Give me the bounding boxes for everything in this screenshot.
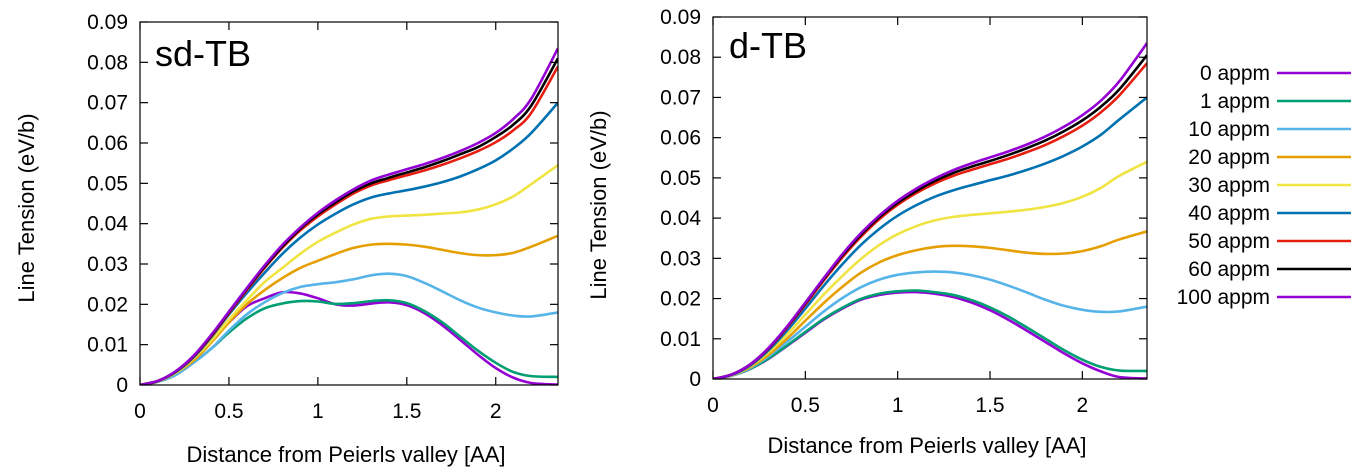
y-tick-label: 0.01	[660, 328, 701, 351]
x-tick-label: 1	[892, 394, 904, 417]
y-tick-label: 0.08	[660, 46, 701, 69]
y-tick-label: 0.01	[87, 334, 128, 357]
x-tick-label: 0	[707, 394, 719, 417]
series-line-100-appm	[713, 42, 1147, 379]
legend-label: 0 appm	[1200, 62, 1270, 85]
y-tick-label: 0.06	[87, 132, 128, 155]
x-tick-label: 1.5	[975, 394, 1004, 417]
y-tick-label: 0	[689, 368, 701, 391]
panel-title: d-TB	[729, 25, 807, 66]
legend-label: 50 appm	[1188, 230, 1270, 253]
y-tick-label: 0.05	[87, 172, 128, 195]
plot-frame	[139, 21, 559, 386]
x-axis-label: Distance from Peierls valley [AA]	[767, 433, 1086, 458]
y-axis-label: Line Tension (eV/b)	[586, 110, 611, 299]
legend-label: 30 appm	[1188, 174, 1270, 197]
y-tick-label: 0.03	[660, 247, 701, 270]
y-tick-label: 0	[116, 374, 128, 397]
y-tick-label: 0.07	[87, 92, 128, 115]
legend-label: 10 appm	[1188, 118, 1270, 141]
y-tick-label: 0.03	[87, 253, 128, 276]
series-line-0-appm	[140, 290, 558, 385]
x-tick-label: 1.5	[392, 400, 421, 423]
legend-label: 100 appm	[1177, 286, 1270, 309]
series-line-40-appm	[140, 101, 558, 385]
series-line-30-appm	[140, 164, 558, 385]
y-tick-label: 0.04	[660, 207, 701, 230]
series-line-20-appm	[140, 234, 558, 385]
x-axis-label: Distance from Peierls valley [AA]	[186, 442, 505, 467]
y-tick-label: 0.04	[87, 213, 128, 236]
x-tick-label: 2	[1077, 394, 1089, 417]
legend: 0 appm 1 appm 10 appm 20 appm 30 appm 40 appm…	[1177, 62, 1351, 309]
y-tick-label: 0.09	[660, 6, 701, 29]
y-tick-label: 0.09	[87, 11, 128, 34]
series-line-40-appm	[713, 96, 1147, 379]
legend-label: 40 appm	[1188, 202, 1270, 225]
chart-panel-sd-TB: 0 0.01 0.02 0.03 0.04 0.05 0.06 0.07 0.08 0.09 0 0.…	[14, 11, 559, 467]
x-tick-label: 2	[490, 400, 502, 423]
y-axis-label: Line Tension (eV/b)	[14, 113, 39, 302]
y-tick-label: 0.02	[660, 288, 701, 311]
series-line-20-appm	[713, 230, 1147, 379]
series-line-100-appm	[140, 47, 558, 385]
y-tick-label: 0.05	[660, 167, 701, 190]
legend-label: 60 appm	[1188, 258, 1270, 281]
series-line-30-appm	[713, 160, 1147, 379]
series-line-10-appm	[140, 272, 558, 385]
series-line-60-appm	[713, 54, 1147, 379]
y-tick-label: 0.07	[660, 86, 701, 109]
chart-panel-d-TB: 0 0.01 0.02 0.03 0.04 0.05 0.06 0.07 0.08 0.09 0 0.…	[586, 6, 1148, 458]
series-line-1-appm	[713, 289, 1147, 379]
x-tick-label: 1	[312, 400, 324, 423]
x-tick-label: 0.5	[214, 400, 243, 423]
series-line-10-appm	[713, 270, 1147, 379]
panel-title: sd-TB	[155, 33, 251, 74]
plot-frame	[712, 16, 1148, 380]
legend-label: 1 appm	[1200, 90, 1270, 113]
x-tick-label: 0	[134, 400, 146, 423]
series-line-60-appm	[140, 57, 558, 385]
y-tick-label: 0.06	[660, 127, 701, 150]
x-tick-label: 0.5	[791, 394, 820, 417]
y-tick-label: 0.08	[87, 51, 128, 74]
y-tick-label: 0.02	[87, 293, 128, 316]
legend-label: 20 appm	[1188, 146, 1270, 169]
